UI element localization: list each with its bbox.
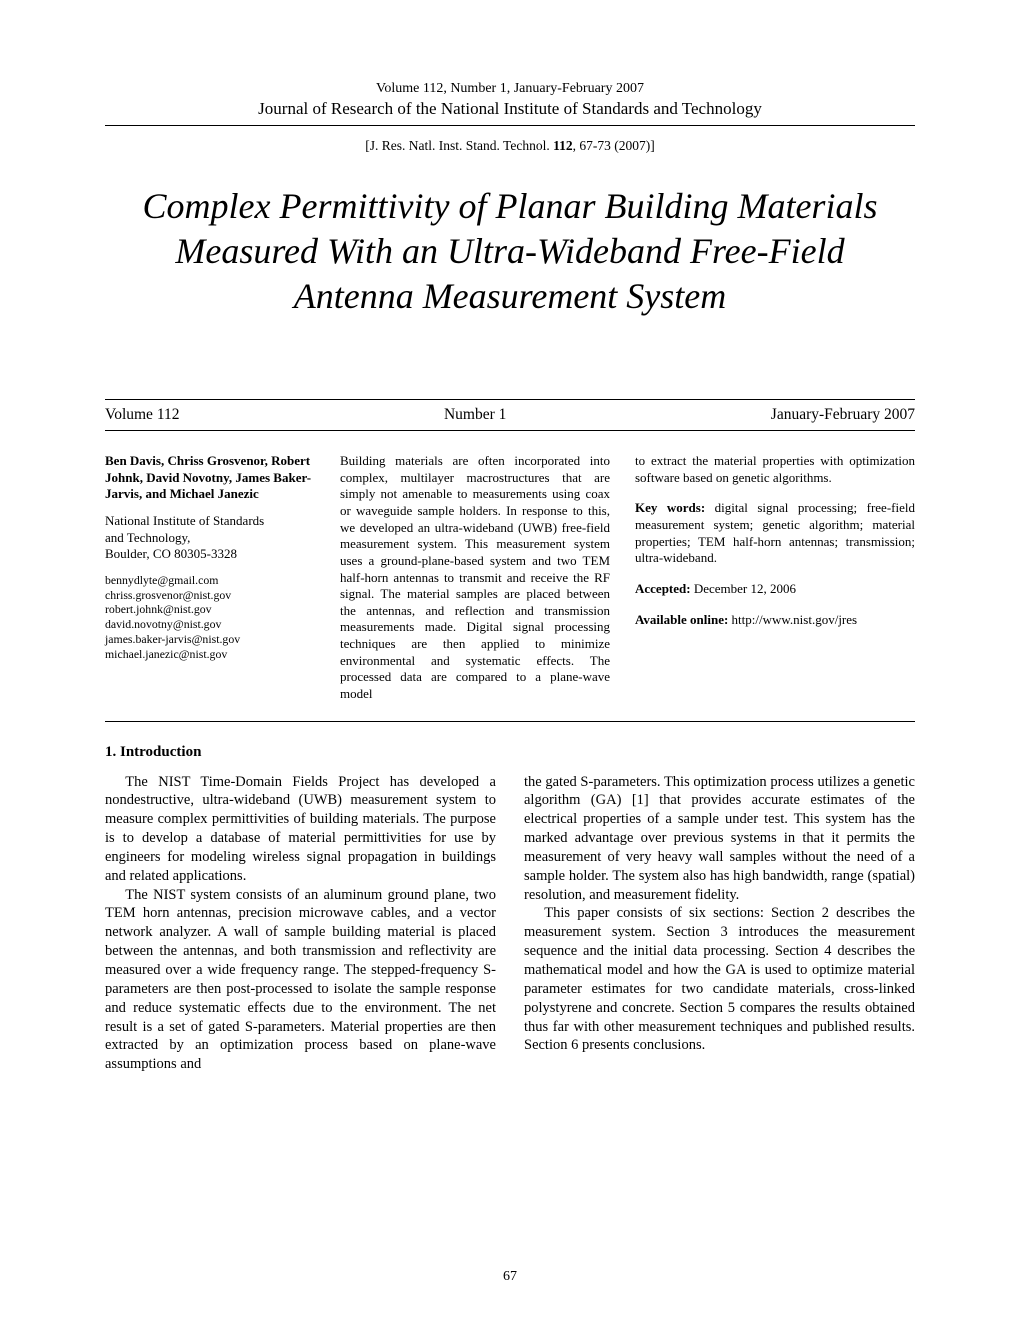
page-number: 67	[0, 1269, 1020, 1285]
issue-number: Number 1	[444, 406, 506, 424]
body-left-p1: The NIST Time-Domain Fields Project has …	[105, 773, 496, 886]
citation-suffix: , 67-73 (2007)]	[573, 138, 655, 153]
accepted-block: Accepted: December 12, 2006	[635, 581, 915, 598]
email-6: michael.janezic@nist.gov	[105, 647, 315, 662]
keywords-block: Key words: digital signal processing; fr…	[635, 500, 915, 567]
body-left-p2: The NIST system consists of an aluminum …	[105, 886, 496, 1074]
email-4: david.novotny@nist.gov	[105, 617, 315, 632]
citation-volume: 112	[553, 138, 573, 153]
email-5: james.baker-jarvis@nist.gov	[105, 632, 315, 647]
affiliation-line-1: National Institute of Standards	[105, 513, 315, 530]
keywords-column: to extract the material properties with …	[635, 453, 915, 702]
section-heading-introduction: 1. Introduction	[105, 744, 915, 761]
abstract-column: Building materials are often incorporate…	[340, 453, 610, 702]
body-right-p1: the gated S-parameters. This optimizatio…	[524, 773, 915, 905]
body-right-p2: This paper consists of six sections: Sec…	[524, 904, 915, 1055]
abstract-text: Building materials are often incorporate…	[340, 453, 610, 701]
keywords-label: Key words:	[635, 500, 705, 515]
body-column-right: the gated S-parameters. This optimizatio…	[524, 773, 915, 1075]
email-3: robert.johnk@nist.gov	[105, 602, 315, 617]
journal-name: Journal of Research of the National Inst…	[105, 99, 915, 119]
issue-date: January-February 2007	[771, 406, 915, 424]
email-2: chriss.grosvenor@nist.gov	[105, 588, 315, 603]
email-1: bennydlyte@gmail.com	[105, 573, 315, 588]
author-emails: bennydlyte@gmail.com chriss.grosvenor@ni…	[105, 573, 315, 661]
accepted-label: Accepted:	[635, 581, 691, 596]
author-names: Ben Davis, Chriss Grosvenor, Robert John…	[105, 453, 315, 503]
body-text-columns: The NIST Time-Domain Fields Project has …	[105, 773, 915, 1075]
metadata-block: Ben Davis, Chriss Grosvenor, Robert John…	[105, 453, 915, 721]
authors-column: Ben Davis, Chriss Grosvenor, Robert John…	[105, 453, 315, 702]
available-online-label: Available online:	[635, 612, 728, 627]
issue-info-row: Volume 112 Number 1 January-February 200…	[105, 399, 915, 431]
article-title: Complex Permittivity of Planar Building …	[125, 184, 895, 319]
affiliation-line-2: and Technology,	[105, 530, 315, 547]
accepted-date: December 12, 2006	[691, 581, 796, 596]
abstract-continuation: to extract the material properties with …	[635, 453, 915, 486]
body-column-left: The NIST Time-Domain Fields Project has …	[105, 773, 496, 1075]
issue-volume: Volume 112	[105, 406, 180, 424]
author-affiliation: National Institute of Standards and Tech…	[105, 513, 315, 563]
citation-prefix: [J. Res. Natl. Inst. Stand. Technol.	[365, 138, 553, 153]
page-container: Volume 112, Number 1, January-February 2…	[0, 0, 1020, 1320]
citation-line: [J. Res. Natl. Inst. Stand. Technol. 112…	[105, 138, 915, 154]
available-online-url: http://www.nist.gov/jres	[728, 612, 857, 627]
available-online-block: Available online: http://www.nist.gov/jr…	[635, 612, 915, 629]
volume-number-line: Volume 112, Number 1, January-February 2…	[105, 80, 915, 98]
header-rule	[105, 125, 915, 126]
affiliation-line-3: Boulder, CO 80305-3328	[105, 546, 315, 563]
